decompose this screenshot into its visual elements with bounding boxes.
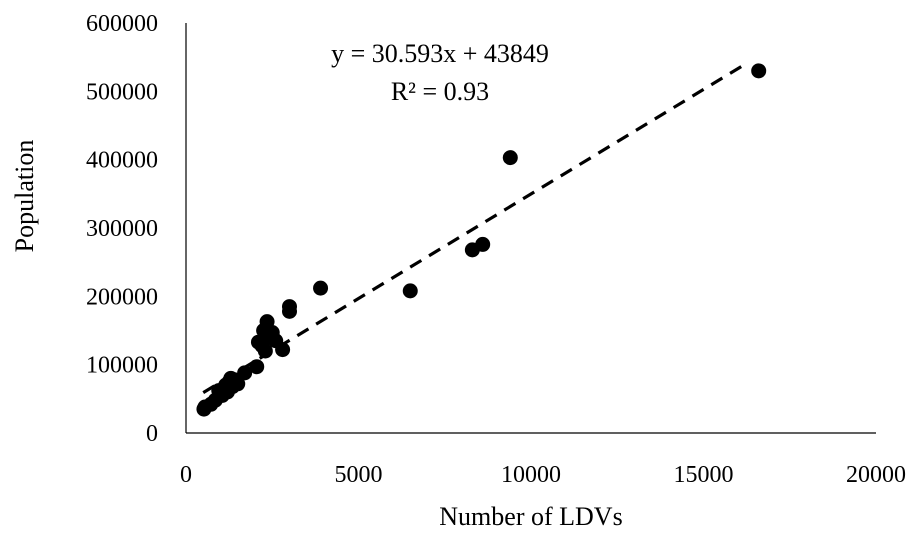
y-tick-label: 400000 [86, 148, 158, 174]
x-tick-labels: 0 5000 10000 15000 20000 [180, 462, 906, 488]
y-tick-label: 0 [146, 421, 158, 447]
y-tick-label: 100000 [86, 353, 158, 379]
x-axis-title: Number of LDVs [439, 502, 622, 531]
data-point [402, 283, 418, 299]
y-tick-label: 600000 [86, 11, 158, 37]
data-point [275, 342, 291, 358]
x-tick-label: 15000 [674, 462, 734, 488]
x-tick-label: 5000 [335, 462, 383, 488]
axes [185, 23, 876, 434]
x-tick-label: 0 [180, 462, 192, 488]
data-point [230, 376, 246, 392]
data-point [502, 150, 518, 166]
data-point [475, 236, 491, 252]
y-tick-label: 500000 [86, 79, 158, 105]
trendline-r-squared: R² = 0.93 [391, 77, 489, 106]
data-point [751, 63, 767, 79]
data-point [237, 365, 253, 381]
data-point [257, 343, 273, 359]
y-tick-label: 200000 [86, 284, 158, 310]
data-point [249, 359, 265, 375]
y-axis-title: Population [10, 140, 39, 253]
data-point [313, 280, 329, 296]
data-points [196, 63, 767, 417]
trendline-equation: y = 30.593x + 43849 [331, 39, 549, 68]
trendline [202, 60, 750, 394]
trendline-group [202, 60, 750, 394]
y-tick-labels: 0 100000 200000 300000 400000 500000 600000 [86, 11, 158, 447]
data-point [282, 299, 297, 315]
x-tick-label: 10000 [501, 462, 561, 488]
y-tick-label: 300000 [86, 216, 158, 242]
x-tick-label: 20000 [846, 462, 906, 488]
